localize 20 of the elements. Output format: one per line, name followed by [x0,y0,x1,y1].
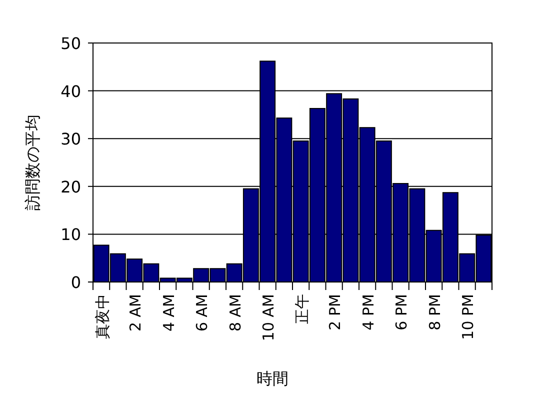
y-tick-label: 0 [70,273,81,292]
x-tick-label: 8 AM [226,294,244,332]
y-tick-label: 30 [60,130,81,149]
x-tick-label: 正午 [292,294,311,324]
x-tick-label: 4 AM [160,294,178,332]
x-tick-label: 真夜中 [93,294,112,339]
y-tick-label: 20 [60,177,81,196]
x-tick-label: 4 PM [359,294,378,330]
x-tick-label: 6 AM [193,294,212,332]
x-tick-label: 10 AM [260,294,278,342]
y-tick-label: 40 [60,82,81,101]
x-tick-label: 2 PM [326,294,344,330]
x-tick-label: 8 PM [426,294,444,330]
y-tick-label: 50 [60,34,81,53]
x-tick-label: 10 PM [459,294,478,340]
y-tick-label: 10 [60,225,81,244]
x-tick-label: 2 AM [126,294,145,332]
x-axis-title: 時間 [256,369,288,388]
x-tick-label: 6 PM [392,294,411,330]
y-axis-title: 訪問数の平均 [23,114,42,210]
